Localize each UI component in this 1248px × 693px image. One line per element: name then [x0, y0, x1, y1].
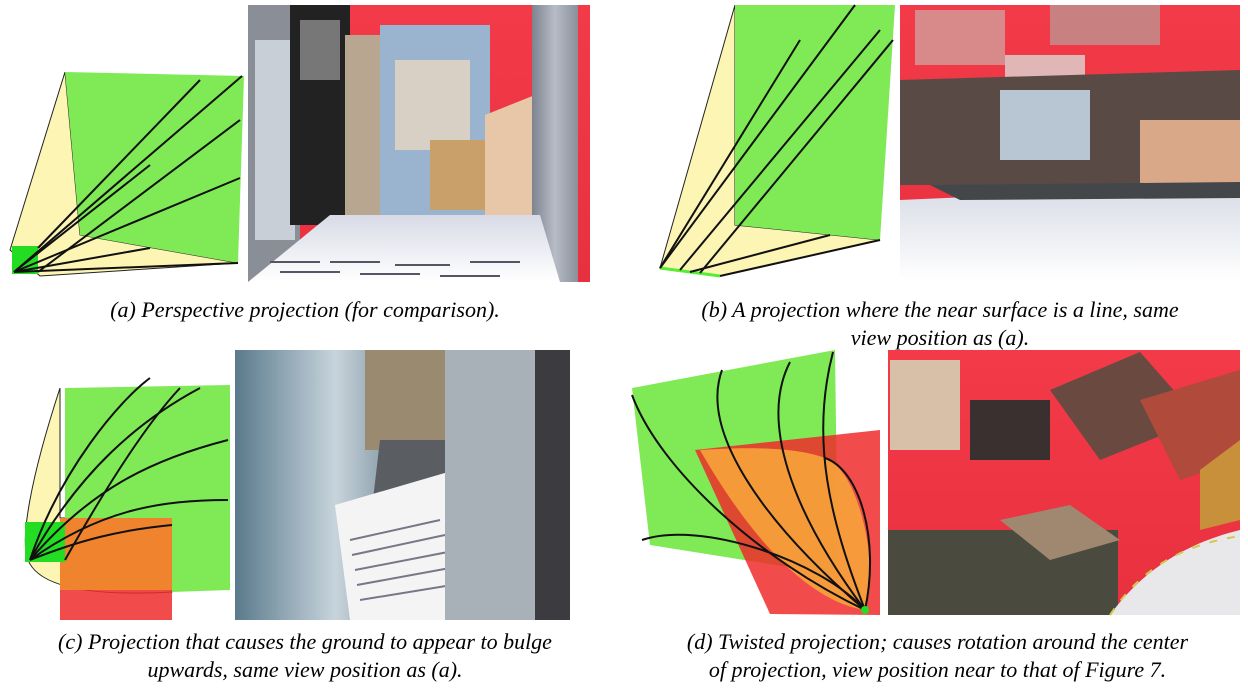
shape — [13, 75, 243, 273]
shape — [64, 387, 181, 561]
shape — [719, 239, 881, 277]
shape — [1000, 505, 1120, 560]
shape — [395, 60, 470, 150]
diagram-d — [631, 350, 880, 615]
caption: (b) A projection where the near surface … — [640, 296, 1240, 352]
shape — [65, 385, 230, 592]
shape — [349, 519, 453, 601]
shape — [1110, 530, 1240, 615]
shape — [29, 387, 201, 561]
shape — [930, 182, 1240, 200]
shape — [365, 350, 445, 450]
shape — [13, 262, 239, 273]
diagram-a — [9, 71, 244, 277]
caption-line: view position as (a). — [850, 325, 1030, 350]
shape — [631, 394, 866, 611]
shape — [970, 400, 1050, 460]
shape — [300, 20, 340, 80]
shape — [29, 377, 151, 561]
render-a — [248, 5, 590, 282]
caption: (a) Perspective projection (for comparis… — [110, 296, 500, 324]
render-d — [888, 350, 1241, 616]
shape — [248, 215, 560, 282]
shape — [270, 261, 520, 277]
shape — [822, 351, 866, 611]
shape — [1140, 370, 1240, 480]
shape — [65, 72, 244, 263]
shape — [1200, 440, 1240, 530]
shape — [430, 140, 490, 210]
shape — [37, 119, 241, 273]
caption: (c) Projection that causes the ground to… — [5, 628, 605, 684]
shape — [900, 185, 1240, 280]
shape — [890, 360, 960, 450]
shape — [255, 40, 295, 240]
caption-line: (c) Projection that causes the ground to… — [58, 629, 552, 654]
shape — [641, 533, 866, 611]
shape — [659, 39, 801, 269]
shape — [824, 457, 872, 611]
caption-line: (b) A projection where the near surface … — [701, 297, 1179, 322]
shape — [777, 361, 866, 611]
shape — [1050, 5, 1160, 45]
shape — [270, 261, 520, 277]
caption: (d) Twisted projection; causes rotation … — [635, 628, 1240, 684]
shape — [485, 95, 535, 215]
shape — [29, 439, 229, 561]
shape — [13, 247, 151, 273]
shape — [1140, 120, 1240, 190]
shape — [29, 524, 173, 561]
shape — [13, 177, 241, 273]
shape — [13, 164, 151, 273]
shape — [535, 350, 570, 620]
shape — [861, 606, 869, 614]
caption-line: of projection, view position near to tha… — [708, 657, 1167, 682]
shape — [29, 377, 229, 561]
shape — [679, 29, 881, 271]
shape — [60, 518, 172, 590]
shape — [445, 350, 535, 620]
render-c — [235, 350, 570, 620]
shape — [29, 499, 229, 561]
shape — [659, 4, 856, 269]
shape — [915, 10, 1005, 65]
diagram-c — [24, 377, 230, 620]
diagram-b — [659, 4, 895, 278]
shape — [37, 79, 201, 249]
shape — [716, 369, 866, 611]
shape — [700, 448, 871, 610]
shape — [1109, 535, 1241, 616]
shape — [1000, 90, 1090, 160]
shape — [699, 39, 894, 274]
shape — [689, 234, 831, 273]
shape — [349, 519, 453, 601]
render-b — [900, 5, 1240, 280]
caption-line: (d) Twisted projection; causes rotation … — [686, 629, 1189, 654]
shape — [13, 75, 243, 273]
caption-line: (a) Perspective projection (for comparis… — [110, 297, 500, 322]
caption-line: upwards, same view position as (a). — [147, 657, 463, 682]
shape — [345, 35, 385, 215]
shape — [631, 351, 872, 611]
shape — [659, 4, 894, 277]
